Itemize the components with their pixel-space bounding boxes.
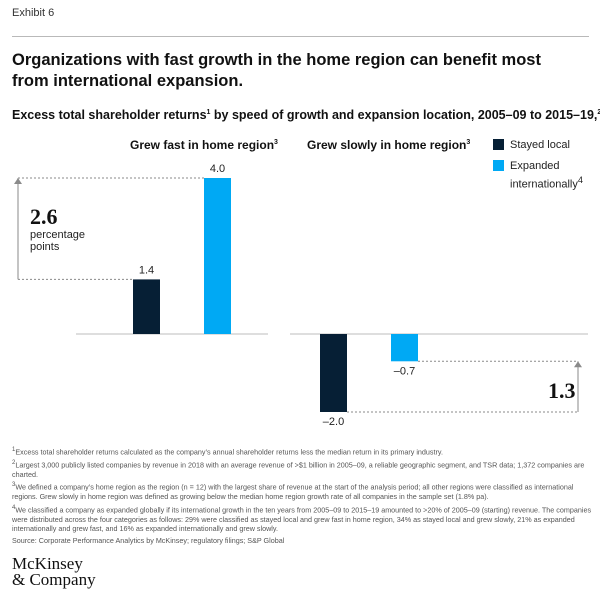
legend-label-stayed-local: Stayed local [510, 138, 570, 152]
footnote-1-text: Excess total shareholder returns calcula… [15, 447, 443, 457]
legend-text-stayed-local: Stayed local [510, 139, 570, 151]
panel-title-slow: Grew slowly in home region3 [307, 138, 470, 152]
legend-label-expanded: Expanded internationally4 [510, 159, 600, 192]
footnote-4-text: We classified a company as expanded glob… [12, 505, 592, 533]
exhibit-label: Exhibit 6 [12, 7, 55, 19]
footnote-2-sup: 2 [12, 460, 16, 467]
chart-subtitle: Excess total shareholder returns1 by spe… [12, 108, 600, 122]
footnote-3-sup: 3 [12, 482, 16, 489]
footnote-2-text: Largest 3,000 publicly listed companies … [12, 460, 585, 479]
panel-title-fast-sup: 3 [274, 139, 278, 146]
panel-title-fast: Grew fast in home region3 [130, 138, 278, 152]
legend-sup-expanded: 4 [577, 175, 583, 185]
gap-right-value: 1.3 [548, 378, 576, 403]
bar-0-1 [204, 178, 231, 334]
bar-1-0 [320, 334, 347, 412]
footnote-4-sup: 4 [12, 504, 16, 511]
bar-1-1 [391, 334, 418, 362]
subtitle-rest: by speed of growth and expansion locatio… [210, 108, 598, 122]
gap-left-text-2: points [30, 241, 60, 253]
source-note: Source: Corporate Performance Analytics … [12, 535, 285, 545]
legend-swatch-expanded [493, 160, 504, 171]
footnote-2: 2Largest 3,000 publicly listed companies… [12, 459, 592, 479]
panel-title-fast-text: Grew fast in home region [130, 138, 275, 152]
data-label-1-0: –2.0 [323, 416, 344, 428]
data-label-0-1: 4.0 [210, 163, 225, 175]
gap-left-value: 2.6 [30, 204, 58, 229]
footnote-1: 1Excess total shareholder returns calcul… [12, 446, 592, 457]
logo-line-1: McKinsey [12, 554, 83, 573]
top-divider [12, 36, 589, 37]
gap-left-arrowhead [14, 178, 22, 184]
chart-marks: 1.4 4.0 –2.0 –0.7 [14, 163, 588, 428]
gap-right-arrowhead [574, 361, 582, 368]
footnotes: 1Excess total shareholder returns calcul… [12, 446, 592, 547]
subtitle-text: Excess total shareholder returns [12, 108, 207, 122]
legend-text-expanded: Expanded internationally [510, 160, 578, 191]
footnote-1-sup: 1 [12, 447, 16, 453]
mckinsey-logo: McKinsey & Company [12, 554, 96, 589]
footnote-4: 4We classified a company as expanded glo… [12, 504, 592, 533]
footnote-3: 3We defined a company’s home region as t… [12, 481, 592, 501]
logo-line-2: & Company [12, 570, 96, 589]
chart-headline: Organizations with fast growth in the ho… [12, 51, 541, 90]
panel-title-slow-text: Grew slowly in home region [307, 138, 467, 152]
bar-0-0 [133, 279, 160, 334]
gap-left-text-1: percentage [30, 229, 85, 241]
bar-chart: 1.4 4.0 –2.0 –0.7 2.6 percentage points 1.3 [14, 163, 588, 428]
legend-swatch-stayed-local [493, 139, 504, 150]
footnote-3-text: We defined a company’s home region as th… [12, 482, 574, 502]
data-label-0-0: 1.4 [139, 264, 154, 276]
data-label-1-1: –0.7 [394, 365, 415, 377]
subtitle-sup-1: 1 [206, 108, 211, 116]
panel-title-slow-sup: 3 [466, 139, 471, 146]
subtitle-sup-2: 2 [597, 108, 600, 116]
